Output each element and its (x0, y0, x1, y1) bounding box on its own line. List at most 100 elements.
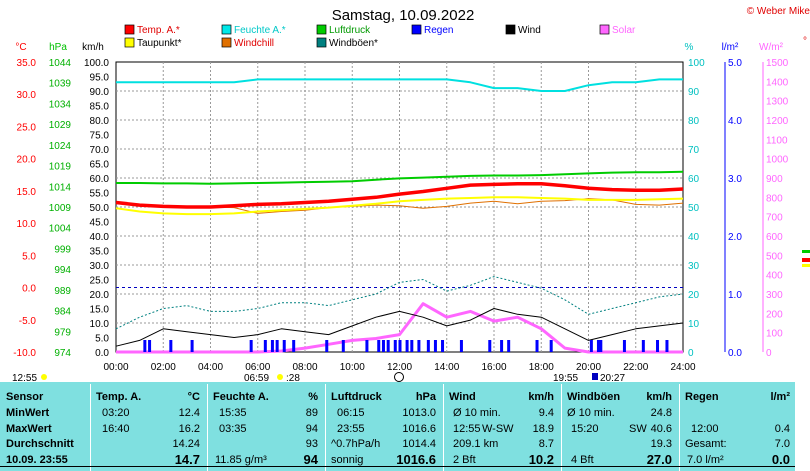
sun-times: 12:55 06:59 :28 19:55 20:27 (12, 372, 625, 382)
max-hum-value: 94 (305, 423, 318, 435)
axis-units: °C hPa km/h % l/m² W/m² (15, 42, 783, 53)
humidity-tick-label: 0 (688, 348, 694, 359)
pressure-tick-label: 1044 (49, 58, 72, 69)
rain-bar (549, 340, 553, 352)
rain-bar (426, 340, 430, 352)
sunrise-time: 06:59 (244, 373, 269, 382)
pressure-trend: ^0.7hPa/h (331, 438, 381, 450)
axis-ticks: 35.0 30.0 25.0 20.0 15.0 10.0 5.0 0.0 -5.0 -10.0 1… (13, 58, 788, 373)
current-gust-value: 27.0 (646, 452, 672, 467)
edge-artifact: ° (802, 36, 810, 267)
rain-bar (282, 340, 286, 352)
rain-bars (143, 340, 669, 352)
edge-bar-3 (802, 264, 810, 267)
wind-tick-label: 65.0 (90, 160, 110, 171)
max-press-value: 1016.6 (402, 423, 436, 435)
max-wind-time: 12:55 (453, 423, 481, 435)
sunset-time: 19:55 (553, 373, 578, 382)
time-tick-label: 20:00 (576, 362, 601, 373)
legend-label: Temp. A.* (137, 25, 180, 36)
time-tick-label: 18:00 (529, 362, 554, 373)
rain-bar (263, 340, 267, 352)
table-divider (325, 384, 326, 471)
solar-tick-label: 1400 (766, 77, 789, 88)
solar-tick-label: 1300 (766, 97, 789, 108)
edge-bar-2 (802, 258, 810, 262)
pressure-tick-label: 979 (54, 327, 71, 338)
min-gust-label: Ø 10 min. (567, 407, 615, 419)
rain-bar (377, 340, 381, 352)
rain-bar (292, 340, 296, 352)
avg-gust-value: 19.3 (650, 438, 672, 450)
rain-bar (622, 340, 626, 352)
pressure-tick-label: 1019 (49, 162, 72, 173)
header-wind: Wind (449, 391, 476, 403)
avg-press-value: 1014.4 (402, 438, 436, 450)
header-humidity: Feuchte A. (213, 391, 269, 403)
humidity-tick-label: 60 (688, 174, 700, 185)
rain-bar (190, 340, 194, 352)
sunset-time-2: 20:27 (600, 373, 625, 382)
current-temp-value: 14.7 (174, 452, 200, 467)
series-line-taupunkt (115, 196, 684, 216)
wind-tick-label: 100.0 (84, 58, 109, 69)
max-press-time: 23:55 (337, 423, 365, 435)
pressure-unit: hPa (49, 42, 67, 53)
row-label-max: MaxWert (6, 423, 52, 435)
rain-bar (270, 340, 274, 352)
wind-tick-label: 0.0 (95, 348, 109, 359)
solar-tick-label: 1200 (766, 116, 789, 127)
wind-tick-label: 60.0 (90, 174, 110, 185)
wind-tick-label: 80.0 (90, 116, 110, 127)
rain-bar (169, 340, 173, 352)
legend-label: Luftdruck (329, 25, 371, 36)
wind-unit: km/h (82, 42, 104, 53)
max-temp-time: 16:40 (102, 423, 130, 435)
rain-bar (441, 340, 445, 352)
rain-bar (507, 340, 511, 352)
min-hum-time: 15:35 (219, 407, 247, 419)
rain-bar (417, 340, 421, 352)
rain-bar (275, 340, 279, 352)
temp-tick-label: 0.0 (22, 284, 36, 295)
solar-tick-label: 400 (766, 271, 783, 282)
solar-tick-label: 500 (766, 251, 783, 262)
wind-tick-label: 40.0 (90, 232, 110, 243)
rain-tick-label: 4.0 (728, 116, 742, 127)
wind-tick-label: 25.0 (90, 276, 110, 287)
wind-tick-label: 20.0 (90, 290, 110, 301)
rain-tick-label: 5.0 (728, 58, 742, 69)
min-press-time: 06:15 (337, 407, 365, 419)
legend-swatch (221, 24, 232, 35)
solar-tick-label: 200 (766, 309, 783, 320)
humidity-tick-label: 40 (688, 232, 700, 243)
rain-bar (535, 340, 539, 352)
humidity-tick-label: 70 (688, 145, 700, 156)
legend-label: Regen (424, 25, 453, 36)
time-tick-label: 24:00 (670, 362, 695, 373)
pressure-tick-label: 1039 (49, 79, 72, 90)
header-pressure: Luftdruck (331, 391, 382, 403)
current-wind-value: 10.2 (528, 452, 554, 467)
sunrise-time-2: :28 (286, 373, 300, 382)
rain-tick-label: 1.0 (728, 290, 742, 301)
rain-bar (249, 340, 253, 352)
rain-bar (665, 340, 669, 352)
rain-bar (148, 340, 152, 352)
noon-clock-icon (394, 372, 404, 382)
rain-bar (589, 340, 593, 352)
legend-swatch (505, 24, 516, 35)
rain-bar (410, 340, 414, 352)
solar-tick-label: 1500 (766, 58, 789, 69)
pressure-tick-label: 1009 (49, 203, 72, 214)
temp-unit: °C (15, 42, 26, 53)
stats-table-tail (795, 382, 810, 471)
table-current-separator (0, 466, 795, 467)
rain-tick-label: 0.0 (728, 348, 742, 359)
pressure-tick-label: 984 (54, 307, 71, 318)
rain-unit: l/m² (722, 42, 739, 53)
copyright-text[interactable]: © Weber Mike (747, 6, 810, 17)
header-sensor: Sensor (6, 391, 44, 403)
solar-tick-label: 800 (766, 193, 783, 204)
pressure-tick-label: 999 (54, 244, 71, 255)
